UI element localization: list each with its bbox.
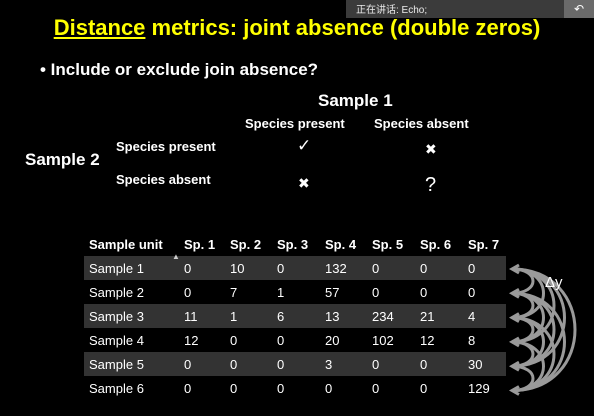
sample1-heading: Sample 1: [318, 91, 393, 110]
table-cell: 0: [320, 376, 367, 400]
table-cell: 0: [463, 256, 506, 280]
slide-title-rest: metrics: joint absence (double zeros): [145, 15, 541, 40]
table-cell: 1: [225, 304, 272, 328]
table-cell: 7: [225, 280, 272, 304]
table-cell: 0: [415, 352, 463, 376]
arrowhead-icon: [508, 336, 520, 348]
table-cell: 0: [367, 280, 415, 304]
table-header-cell: Sp. 3: [272, 232, 320, 256]
arrowhead-icon: [508, 385, 520, 396]
table-cell: 0: [179, 256, 225, 280]
table-cell: Sample 3: [84, 304, 179, 328]
table-header-cell: Sp. 5: [367, 232, 415, 256]
table-cell: 102: [367, 328, 415, 352]
table-cell: 0: [179, 352, 225, 376]
table-cell: 12: [415, 328, 463, 352]
table-cell: 0: [272, 256, 320, 280]
species-table: Sample unit Sp. 1 Sp. 2 Sp. 3 Sp. 4 Sp. …: [84, 232, 506, 400]
row-header-present: Species present: [116, 139, 216, 154]
table-header-cell: Sp. 4: [320, 232, 367, 256]
speaker-notification-text: 正在讲话: Echo;: [356, 5, 428, 16]
delta-y-label: Δy: [545, 274, 563, 291]
table-cell: 0: [179, 376, 225, 400]
undo-arrow-icon[interactable]: ↶: [564, 0, 594, 18]
table-cell: 0: [367, 256, 415, 280]
table-header-cell: Sp. 1: [179, 232, 225, 256]
table-cell: 30: [463, 352, 506, 376]
table-cell: 0: [272, 328, 320, 352]
table-cell: Sample 6: [84, 376, 179, 400]
table-cell: 132: [320, 256, 367, 280]
table-header-cell: Sp. 7: [463, 232, 506, 256]
table-cell: 10: [225, 256, 272, 280]
cursor-icon: ▲: [172, 252, 180, 261]
arrowhead-icon: [508, 287, 520, 299]
table-cell: 11: [179, 304, 225, 328]
table-row: Sample 3 11 1 6 13 234 21 4: [84, 304, 506, 328]
table-cell: Sample 4: [84, 328, 179, 352]
table-cell: 0: [225, 328, 272, 352]
table-cell: 234: [367, 304, 415, 328]
arrowhead-icon: [508, 263, 520, 275]
cross-icon: ✖: [425, 141, 437, 157]
table-cell: 3: [320, 352, 367, 376]
table-cell: 12: [179, 328, 225, 352]
col-header-absent: Species absent: [374, 116, 469, 131]
speaker-notification-bar: 正在讲话: Echo; ↶: [346, 0, 594, 18]
table-cell: 0: [367, 352, 415, 376]
table-cell: 57: [320, 280, 367, 304]
table-header-row: Sample unit Sp. 1 Sp. 2 Sp. 3 Sp. 4 Sp. …: [84, 232, 506, 256]
table-header-cell: Sp. 2: [225, 232, 272, 256]
sample2-heading: Sample 2: [25, 150, 100, 169]
bullet-text: • Include or exclude join absence?: [40, 60, 319, 79]
table-cell: 0: [225, 376, 272, 400]
table-cell: 0: [463, 280, 506, 304]
cross-icon: ✖: [298, 175, 310, 191]
arrowhead-icon: [508, 360, 520, 372]
table-cell: 129: [463, 376, 506, 400]
table-cell: Sample 1: [84, 256, 179, 280]
table-row: Sample 2 0 7 1 57 0 0 0: [84, 280, 506, 304]
table-cell: 0: [225, 352, 272, 376]
table-row: Sample 1 0 10 0 132 0 0 0: [84, 256, 506, 280]
table-cell: 20: [320, 328, 367, 352]
arrowhead-icon: [508, 312, 520, 323]
row-header-absent: Species absent: [116, 172, 211, 187]
table-cell: 0: [415, 256, 463, 280]
table-cell: 0: [272, 352, 320, 376]
table-cell: 4: [463, 304, 506, 328]
check-icon: ✓: [297, 136, 312, 155]
table-cell: 0: [415, 280, 463, 304]
table-row: Sample 6 0 0 0 0 0 0 129: [84, 376, 506, 400]
table-cell: 0: [367, 376, 415, 400]
slide-title: Distance metrics: joint absence (double …: [0, 15, 594, 41]
pair-arc: [511, 364, 535, 392]
table-cell: Sample 2: [84, 280, 179, 304]
table-row: Sample 4 12 0 0 20 102 12 8: [84, 328, 506, 352]
table-cell: 21: [415, 304, 463, 328]
table-cell: 6: [272, 304, 320, 328]
slide-title-underlined: Distance: [53, 15, 146, 40]
table-cell: 0: [179, 280, 225, 304]
table-cell: 13: [320, 304, 367, 328]
col-header-present: Species present: [245, 116, 345, 131]
table-cell: 1: [272, 280, 320, 304]
table-cell: 8: [463, 328, 506, 352]
table-header-cell: Sp. 6: [415, 232, 463, 256]
table-cell: 0: [272, 376, 320, 400]
table-row: Sample 5 0 0 0 3 0 0 30: [84, 352, 506, 376]
table-cell: 0: [415, 376, 463, 400]
table-header-cell: Sample unit: [84, 232, 179, 256]
table-cell: Sample 5: [84, 352, 179, 376]
question-mark: ?: [425, 174, 437, 196]
